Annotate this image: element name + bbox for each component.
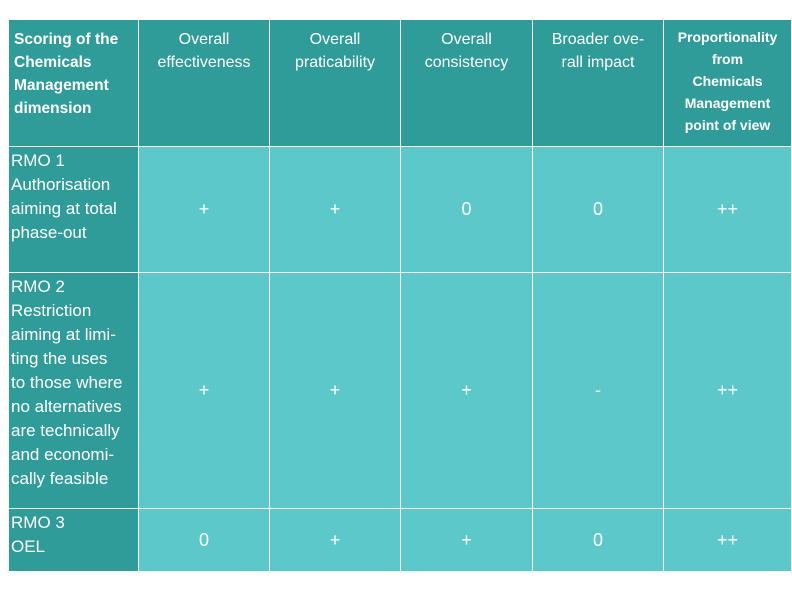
score-cell: 0 [533,147,664,273]
header-cell: Scoring of the Chemicals Management dimensi… [9,20,139,147]
text-line: + [198,380,210,400]
text-line: Chemicals [14,54,92,71]
text-line: + [198,199,210,219]
text-line: 0 [461,199,472,219]
header-cell: Overall effectiveness [139,20,270,147]
text-line: 0 [198,529,209,550]
text-line: from [711,51,744,67]
score-cell: - [533,273,664,509]
text-line: RMO 3 [11,513,65,532]
text-line: Broader ove- [551,31,645,48]
score-cell: ++ [664,273,792,509]
text-line: ++ [716,380,739,400]
score-cell: 0 [533,509,664,572]
text-line: and economi- [11,445,115,464]
score-cell: + [139,273,270,509]
text-line: Management [14,77,109,94]
text-line: Restriction [11,301,92,320]
text-line: RMO 1 [11,151,65,170]
text-line: effectiveness [157,54,251,71]
score-cell: + [401,509,533,572]
text-line: aiming at total [11,199,117,218]
score-cell: + [401,273,533,509]
text-line: phase-out [11,223,87,242]
text-line: Chemicals [692,73,763,89]
text-line: RMO 2 [11,277,65,296]
text-line: point of view [684,117,771,133]
text-line: aiming at limi- [11,325,116,344]
header-cell: Overall praticability [270,20,401,147]
text-line: ++ [716,529,739,550]
text-line: consistency [424,54,509,71]
score-cell: ++ [664,509,792,572]
score-cell: + [139,147,270,273]
text-line: ++ [716,199,739,219]
text-line: + [329,199,341,219]
text-line: Scoring of the [14,31,119,48]
text-line: Proportionality [677,29,778,45]
text-line: to those where [11,373,123,392]
text-line: + [329,529,341,550]
text-line: Management [684,95,771,111]
score-cell: + [270,273,401,509]
text-line: + [329,380,341,400]
text-line: Overall [178,31,230,48]
score-cell: 0 [401,147,533,273]
row-label: RMO 3 OEL [9,509,139,572]
header-cell: Proportionality from Chemicals Management po… [664,20,792,147]
text-line: Overall [309,31,361,48]
text-line: + [461,380,472,400]
score-cell: + [270,509,401,572]
score-cell: ++ [664,147,792,273]
text-line: 0 [592,199,603,219]
text-line: Authorisation [11,175,111,194]
text-line: praticability [294,54,376,71]
text-line: dimension [14,100,92,117]
header-cell: Broader ove-rall impact [533,20,664,147]
header-cell: Overall consistency [401,20,533,147]
text-line: cally feasible [11,469,109,488]
text-line: - [595,380,601,400]
text-line: OEL [11,537,46,556]
text-line: rall impact [561,54,635,71]
text-line: ting the uses [11,349,108,368]
text-line: 0 [592,529,603,550]
text-line: + [461,529,472,550]
text-line: are technically [11,421,120,440]
row-label: RMO 2 Restriction aiming at limi-ting the … [9,273,139,509]
score-cell: 0 [139,509,270,572]
row-label: RMO 1 Authorisation aiming at total phase-o… [9,147,139,273]
text-line: no alternatives [11,397,122,416]
text-line: Overall [441,31,492,48]
score-cell: + [270,147,401,273]
